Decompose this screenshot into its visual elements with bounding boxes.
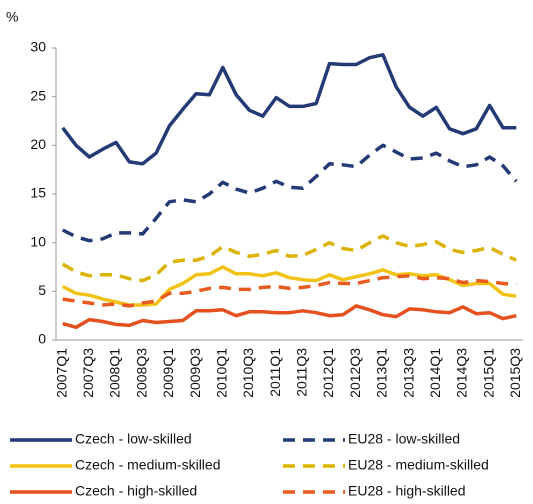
x-tick-label: 2013Q1 [374,348,390,398]
y-tick-label: 15 [30,185,46,201]
x-tick-label: 2011Q1 [267,348,283,397]
line-series [62,274,517,308]
legend-label: EU28 - medium-skilled [348,457,489,473]
x-tick-label: 2008Q3 [133,348,149,398]
x-tick-label: 2014Q3 [454,348,470,398]
line-series [61,265,517,307]
legend-label: Czech - medium-skilled [75,457,220,473]
legend-label: EU28 - low-skilled [348,431,460,447]
legend-label: Czech - low-skilled [75,431,192,447]
y-tick-label: 5 [38,282,46,298]
line-series [61,143,518,243]
y-tick-label: 25 [30,87,46,103]
line-series [61,234,518,283]
x-tick-label: 2014Q1 [427,348,443,398]
y-axis-label: % [6,9,18,25]
x-tick-label: 2010Q1 [213,348,229,398]
x-tick-label: 2015Q1 [480,348,496,398]
x-tick-label: 2010Q3 [240,348,256,398]
y-tick-label: 0 [38,331,46,347]
x-tick-label: 2008Q1 [107,348,123,398]
legend-label: Czech - high-skilled [75,483,197,499]
legend-label: EU28 - high-skilled [348,483,466,499]
x-tick-label: 2015Q3 [507,348,523,398]
x-tick-label: 2009Q3 [187,348,203,398]
y-tick-label: 10 [30,233,46,249]
x-tick-label: 2007Q3 [80,348,96,398]
line-series [62,304,517,330]
x-tick-label: 2012Q1 [320,348,336,398]
x-tick-label: 2012Q3 [347,348,363,398]
x-tick-label: 2013Q3 [400,348,416,398]
y-tick-label: 30 [30,39,46,55]
x-tick-label: 2007Q1 [53,348,69,398]
line-series [61,53,517,166]
x-tick-label: 2011Q3 [294,348,310,397]
x-tick-label: 2009Q1 [160,348,176,398]
y-tick-label: 20 [30,136,46,152]
